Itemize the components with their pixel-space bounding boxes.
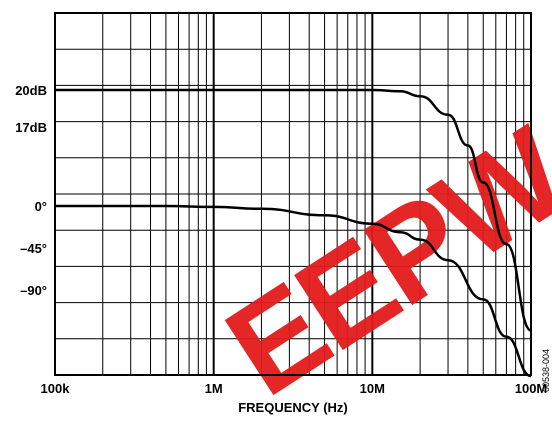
series-line-phase (55, 204, 532, 378)
y-tick-labels: 20dB 17dB 0° –45° –90° (15, 83, 47, 298)
figure-id: 00538-004 (541, 349, 551, 392)
y-tick-0deg: 0° (35, 199, 47, 214)
y-tick-17db: 17dB (15, 120, 47, 135)
x-tick-10m: 10M (360, 381, 385, 396)
x-tick-100m: 100M (515, 381, 548, 396)
series-line-gain (55, 88, 532, 332)
x-tick-1m: 1M (205, 381, 223, 396)
x-axis-title: FREQUENCY (Hz) (238, 400, 348, 415)
x-tick-100k: 100k (41, 381, 71, 396)
grid-major-lines (212, 13, 374, 375)
grid-minor-lines (55, 13, 531, 375)
y-tick-minus90deg: –90° (20, 283, 47, 298)
plot-frame (54, 12, 532, 376)
series-layer (55, 88, 532, 378)
x-tick-labels: 100k 1M 10M 100M (41, 381, 548, 396)
y-tick-20db: 20dB (15, 83, 47, 98)
y-tick-minus45deg: –45° (20, 241, 47, 256)
